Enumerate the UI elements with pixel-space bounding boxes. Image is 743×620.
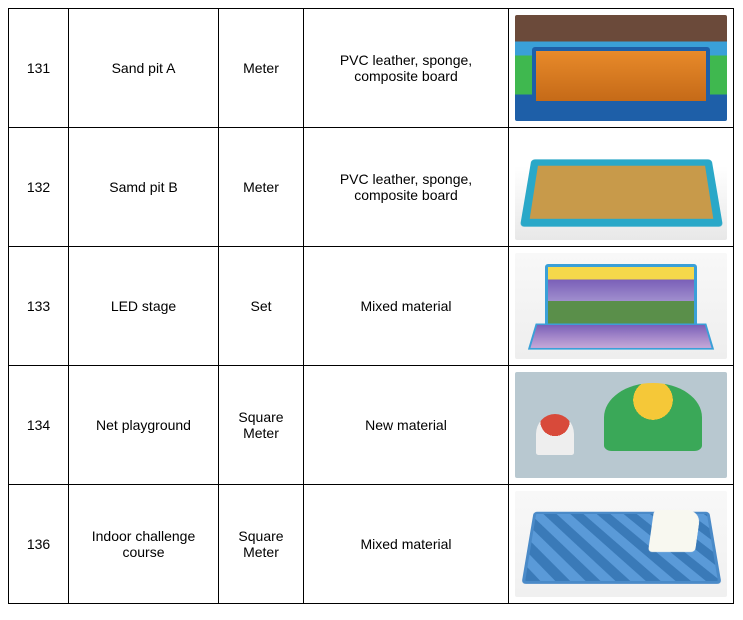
product-thumbnail-icon bbox=[515, 15, 727, 121]
product-spec-table: 131Sand pit AMeterPVC leather, sponge, c… bbox=[8, 8, 734, 604]
cell-image bbox=[509, 9, 734, 128]
table-body: 131Sand pit AMeterPVC leather, sponge, c… bbox=[9, 9, 734, 604]
product-thumbnail-icon bbox=[515, 491, 727, 597]
cell-name: Indoor challenge course bbox=[69, 485, 219, 604]
cell-image bbox=[509, 485, 734, 604]
cell-image bbox=[509, 128, 734, 247]
cell-unit: Meter bbox=[219, 9, 304, 128]
cell-material: PVC leather, sponge, composite board bbox=[304, 128, 509, 247]
product-thumbnail-icon bbox=[515, 134, 727, 240]
cell-unit: Set bbox=[219, 247, 304, 366]
cell-id: 136 bbox=[9, 485, 69, 604]
cell-material: New material bbox=[304, 366, 509, 485]
cell-unit: Meter bbox=[219, 128, 304, 247]
table-row: 133LED stageSetMixed material bbox=[9, 247, 734, 366]
cell-material: Mixed material bbox=[304, 485, 509, 604]
cell-id: 131 bbox=[9, 9, 69, 128]
table-row: 136Indoor challenge courseSquare MeterMi… bbox=[9, 485, 734, 604]
cell-name: Sand pit A bbox=[69, 9, 219, 128]
table-row: 132Samd pit BMeterPVC leather, sponge, c… bbox=[9, 128, 734, 247]
cell-name: Net playground bbox=[69, 366, 219, 485]
cell-id: 134 bbox=[9, 366, 69, 485]
cell-material: PVC leather, sponge, composite board bbox=[304, 9, 509, 128]
cell-image bbox=[509, 366, 734, 485]
product-thumbnail-icon bbox=[515, 372, 727, 478]
cell-material: Mixed material bbox=[304, 247, 509, 366]
table-row: 134Net playgroundSquare MeterNew materia… bbox=[9, 366, 734, 485]
cell-unit: Square Meter bbox=[219, 366, 304, 485]
cell-image bbox=[509, 247, 734, 366]
cell-unit: Square Meter bbox=[219, 485, 304, 604]
cell-name: LED stage bbox=[69, 247, 219, 366]
cell-id: 132 bbox=[9, 128, 69, 247]
table-row: 131Sand pit AMeterPVC leather, sponge, c… bbox=[9, 9, 734, 128]
cell-name: Samd pit B bbox=[69, 128, 219, 247]
cell-id: 133 bbox=[9, 247, 69, 366]
product-thumbnail-icon bbox=[515, 253, 727, 359]
